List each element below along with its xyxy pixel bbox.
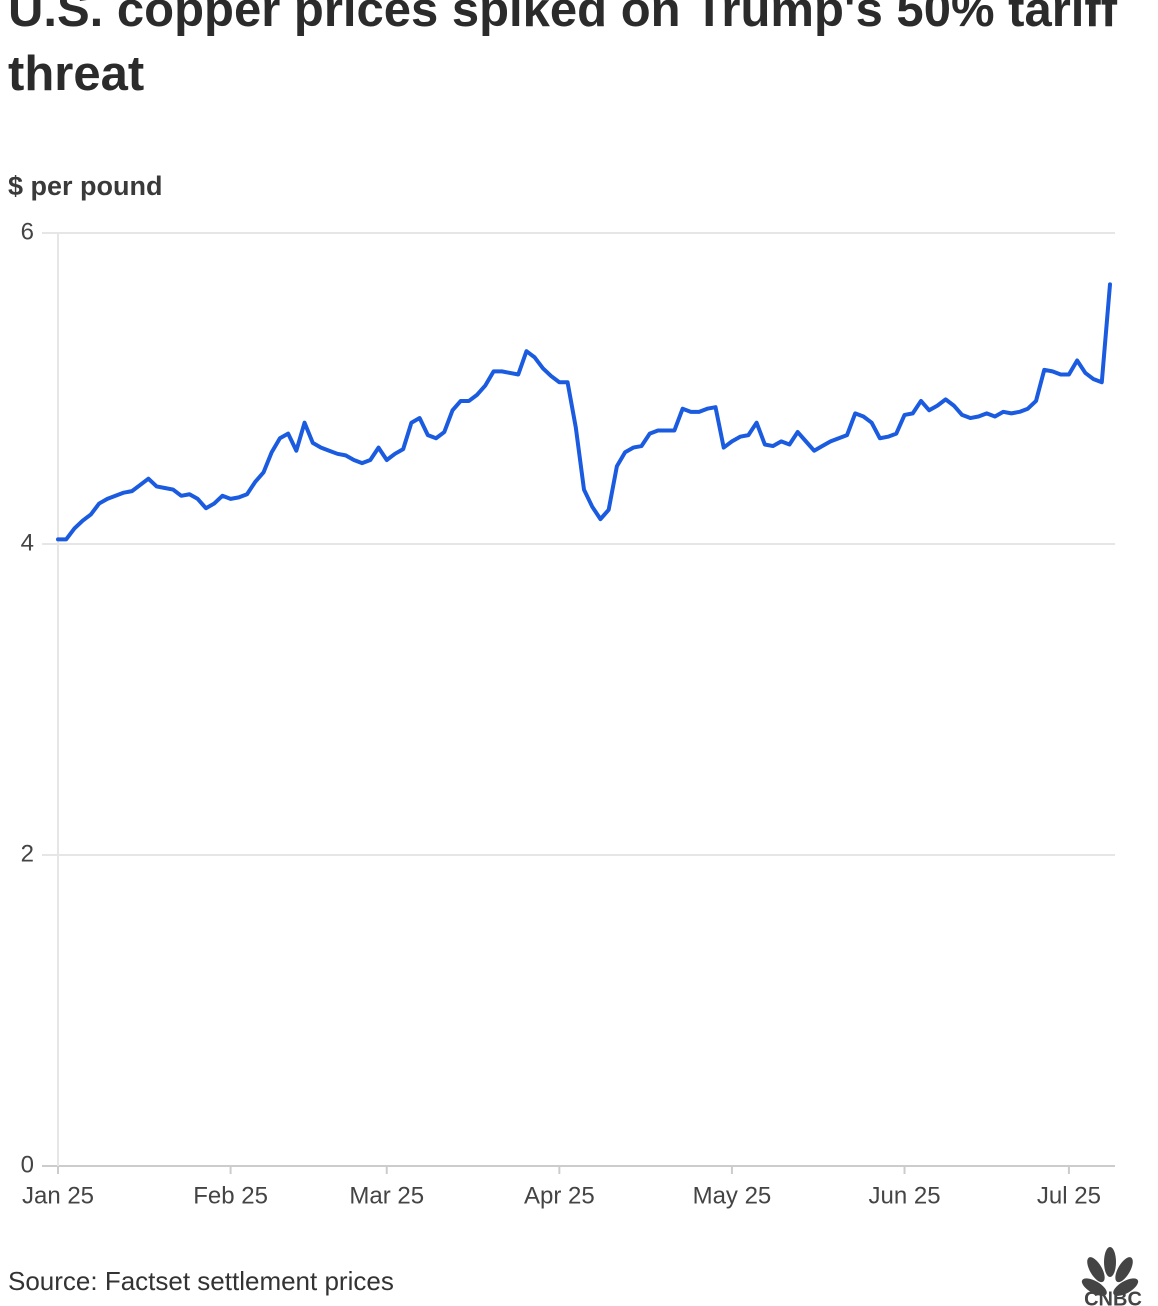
x-tick-label: Jan 25 bbox=[22, 1182, 94, 1209]
logo-peacock bbox=[1081, 1247, 1139, 1296]
x-tick-label: Mar 25 bbox=[349, 1182, 424, 1209]
x-tick-label: Jun 25 bbox=[869, 1182, 941, 1209]
source: Source: Factset settlement prices bbox=[8, 1266, 394, 1296]
y-tick-label: 4 bbox=[21, 529, 34, 556]
logo-text: CNBC bbox=[1084, 1288, 1142, 1306]
x-tick-label: Feb 25 bbox=[193, 1182, 268, 1209]
x-tick-label: May 25 bbox=[693, 1182, 772, 1209]
logo: CNBC bbox=[1081, 1247, 1142, 1306]
y-tick-label: 2 bbox=[21, 840, 34, 867]
y-tick-label: 6 bbox=[21, 218, 34, 245]
price-line bbox=[56, 282, 1112, 542]
y-axis-label: $ per pound bbox=[8, 171, 163, 201]
chart-title: U.S. copper prices spiked on Trump's 50%… bbox=[8, 0, 1118, 101]
x-tick-label: Jul 25 bbox=[1037, 1182, 1101, 1209]
y-tick-label: 0 bbox=[21, 1151, 34, 1178]
x-tick-label: Apr 25 bbox=[524, 1182, 595, 1209]
